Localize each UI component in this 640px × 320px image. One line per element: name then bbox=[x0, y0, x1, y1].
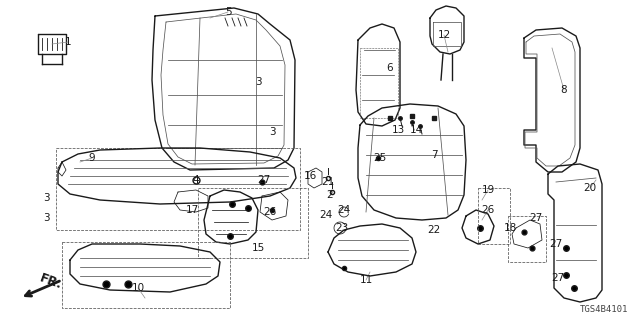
Text: 19: 19 bbox=[481, 185, 495, 195]
Text: 3: 3 bbox=[255, 77, 261, 87]
Text: 15: 15 bbox=[252, 243, 264, 253]
Text: 4: 4 bbox=[193, 175, 199, 185]
Text: 21: 21 bbox=[321, 177, 335, 187]
Text: 12: 12 bbox=[437, 30, 451, 40]
Text: 23: 23 bbox=[335, 223, 349, 233]
Text: 26: 26 bbox=[264, 207, 276, 217]
Text: 7: 7 bbox=[431, 150, 437, 160]
Text: TGS4B4101: TGS4B4101 bbox=[580, 305, 628, 314]
Text: 10: 10 bbox=[131, 283, 145, 293]
Text: FR.: FR. bbox=[38, 272, 64, 292]
Text: 14: 14 bbox=[410, 125, 422, 135]
Text: 6: 6 bbox=[387, 63, 394, 73]
Text: 2: 2 bbox=[326, 190, 333, 200]
Text: 24: 24 bbox=[319, 210, 333, 220]
Text: 8: 8 bbox=[561, 85, 567, 95]
Text: 3: 3 bbox=[269, 127, 275, 137]
Text: 11: 11 bbox=[360, 275, 372, 285]
Text: 9: 9 bbox=[89, 153, 95, 163]
Text: 20: 20 bbox=[584, 183, 596, 193]
Text: 25: 25 bbox=[373, 153, 387, 163]
Text: 3: 3 bbox=[43, 213, 49, 223]
Text: 3: 3 bbox=[43, 193, 49, 203]
Text: 5: 5 bbox=[225, 7, 231, 17]
Text: 24: 24 bbox=[337, 205, 351, 215]
Text: 18: 18 bbox=[504, 223, 516, 233]
Text: 1: 1 bbox=[65, 37, 71, 47]
Text: 13: 13 bbox=[392, 125, 404, 135]
Text: 27: 27 bbox=[552, 273, 564, 283]
Text: 27: 27 bbox=[257, 175, 271, 185]
Text: 16: 16 bbox=[303, 171, 317, 181]
Text: 22: 22 bbox=[428, 225, 440, 235]
Text: 27: 27 bbox=[529, 213, 543, 223]
Text: 17: 17 bbox=[186, 205, 198, 215]
Text: 27: 27 bbox=[549, 239, 563, 249]
Text: 26: 26 bbox=[481, 205, 495, 215]
